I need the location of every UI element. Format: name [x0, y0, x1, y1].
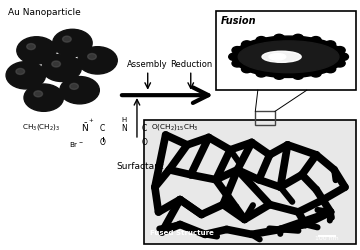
Text: Reduction: Reduction	[170, 60, 212, 69]
Text: O: O	[100, 138, 106, 147]
Text: H: H	[122, 117, 127, 123]
Circle shape	[17, 37, 56, 64]
Circle shape	[6, 62, 45, 89]
Circle shape	[256, 36, 267, 44]
Circle shape	[24, 84, 63, 111]
Text: $\mathsf{\bar{N}}$: $\mathsf{\bar{N}}$	[81, 121, 89, 134]
Bar	[216, 11, 356, 90]
Circle shape	[63, 36, 71, 42]
Bar	[144, 120, 356, 244]
Circle shape	[334, 60, 345, 67]
Circle shape	[52, 61, 60, 67]
Circle shape	[42, 54, 81, 82]
Text: Fusion: Fusion	[221, 16, 257, 26]
Circle shape	[325, 65, 336, 73]
Circle shape	[325, 41, 336, 48]
Circle shape	[78, 47, 117, 74]
Circle shape	[293, 34, 303, 42]
Ellipse shape	[233, 36, 345, 78]
Text: +: +	[89, 118, 93, 122]
Text: Fused Structure: Fused Structure	[149, 230, 213, 236]
Circle shape	[232, 46, 243, 54]
Text: 100 nm: 100 nm	[315, 236, 339, 240]
Text: $\mathsf{CH_3(CH_2)_3}$: $\mathsf{CH_3(CH_2)_3}$	[22, 122, 61, 132]
Circle shape	[242, 65, 252, 73]
Circle shape	[334, 46, 345, 54]
Circle shape	[27, 44, 35, 50]
Circle shape	[87, 54, 96, 60]
Circle shape	[232, 60, 243, 67]
Circle shape	[16, 68, 24, 74]
Circle shape	[293, 72, 303, 79]
Ellipse shape	[238, 41, 339, 73]
Text: Surfactant: Surfactant	[117, 162, 164, 171]
Circle shape	[274, 34, 284, 42]
Text: $\mathsf{C}$: $\mathsf{C}$	[99, 122, 106, 133]
Ellipse shape	[269, 54, 286, 60]
Text: O: O	[141, 138, 147, 147]
Circle shape	[34, 91, 42, 97]
Circle shape	[274, 72, 284, 79]
Circle shape	[60, 76, 99, 104]
Circle shape	[70, 83, 78, 89]
Bar	[255, 111, 275, 125]
Circle shape	[53, 29, 92, 57]
Text: $\mathsf{C}$: $\mathsf{C}$	[141, 122, 148, 133]
Text: $\mathsf{N}$: $\mathsf{N}$	[121, 122, 128, 133]
Circle shape	[229, 53, 239, 60]
Circle shape	[338, 53, 348, 60]
Text: $\mathsf{Br^-}$: $\mathsf{Br^-}$	[69, 140, 84, 149]
Text: Assembly: Assembly	[127, 60, 168, 69]
Circle shape	[242, 41, 252, 48]
Text: $\mathsf{O(CH_2)_{15}CH_3}$: $\mathsf{O(CH_2)_{15}CH_3}$	[151, 122, 199, 132]
Ellipse shape	[262, 51, 301, 62]
Text: Au Nanoparticle: Au Nanoparticle	[8, 8, 81, 17]
Circle shape	[256, 70, 267, 77]
Circle shape	[311, 36, 321, 44]
Circle shape	[311, 70, 321, 77]
